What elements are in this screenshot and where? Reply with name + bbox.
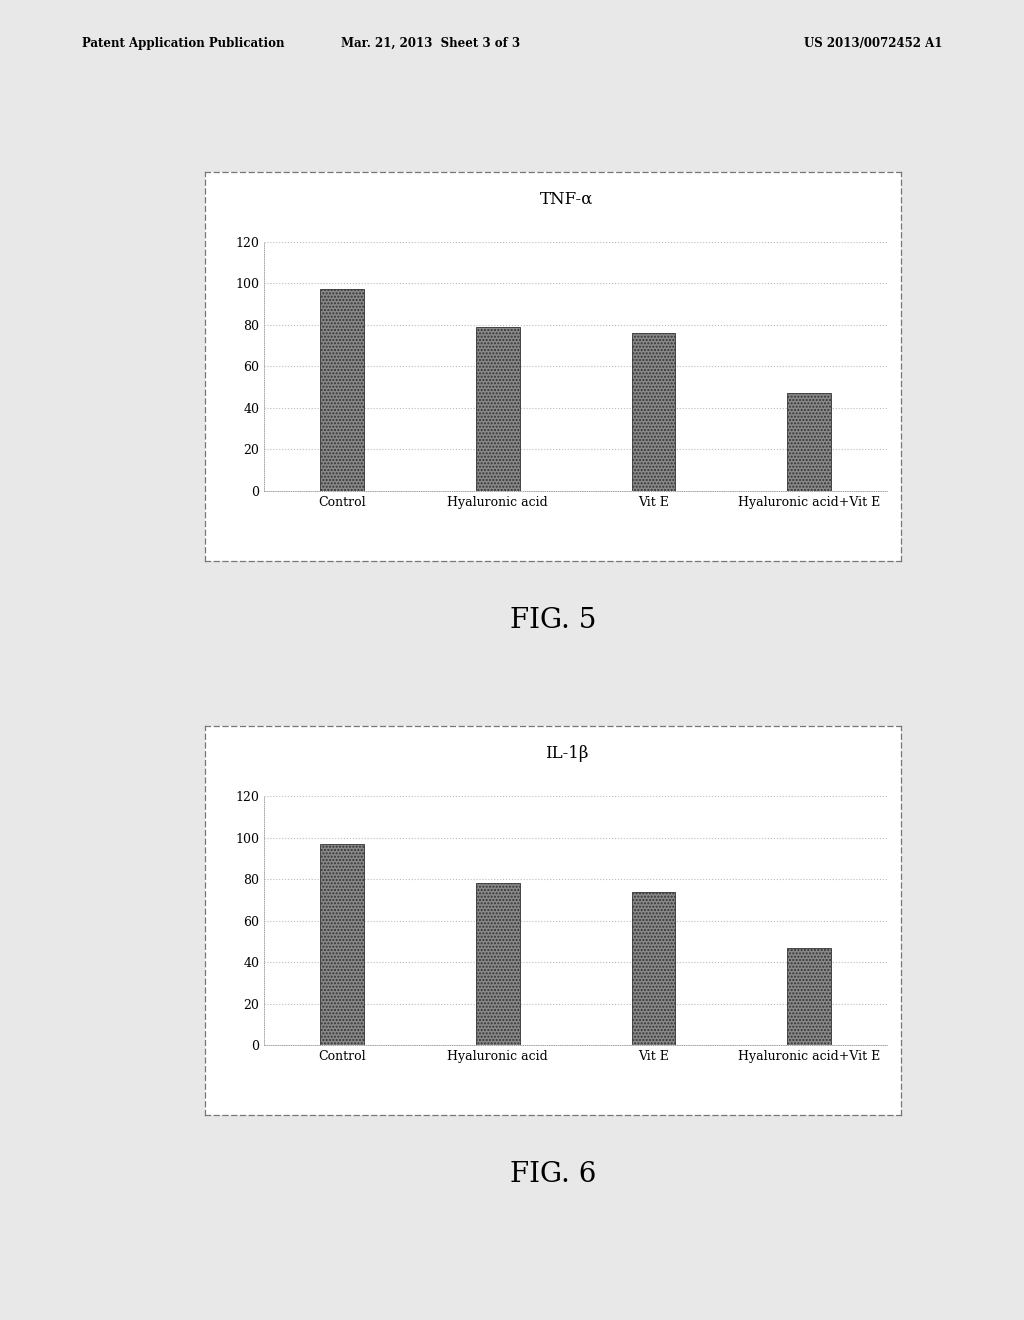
Text: FIG. 5: FIG. 5 xyxy=(510,607,596,634)
Text: IL-1β: IL-1β xyxy=(545,746,589,763)
Text: Patent Application Publication: Patent Application Publication xyxy=(82,37,285,50)
Bar xyxy=(476,327,519,491)
Bar xyxy=(787,393,831,491)
Text: FIG. 6: FIG. 6 xyxy=(510,1162,596,1188)
Bar xyxy=(321,843,364,1045)
Bar xyxy=(321,289,364,491)
Bar xyxy=(632,333,675,491)
Bar xyxy=(476,883,519,1045)
Bar xyxy=(787,948,831,1045)
Text: US 2013/0072452 A1: US 2013/0072452 A1 xyxy=(804,37,942,50)
Bar xyxy=(632,891,675,1045)
Text: TNF-α: TNF-α xyxy=(541,191,594,209)
Text: Mar. 21, 2013  Sheet 3 of 3: Mar. 21, 2013 Sheet 3 of 3 xyxy=(341,37,519,50)
